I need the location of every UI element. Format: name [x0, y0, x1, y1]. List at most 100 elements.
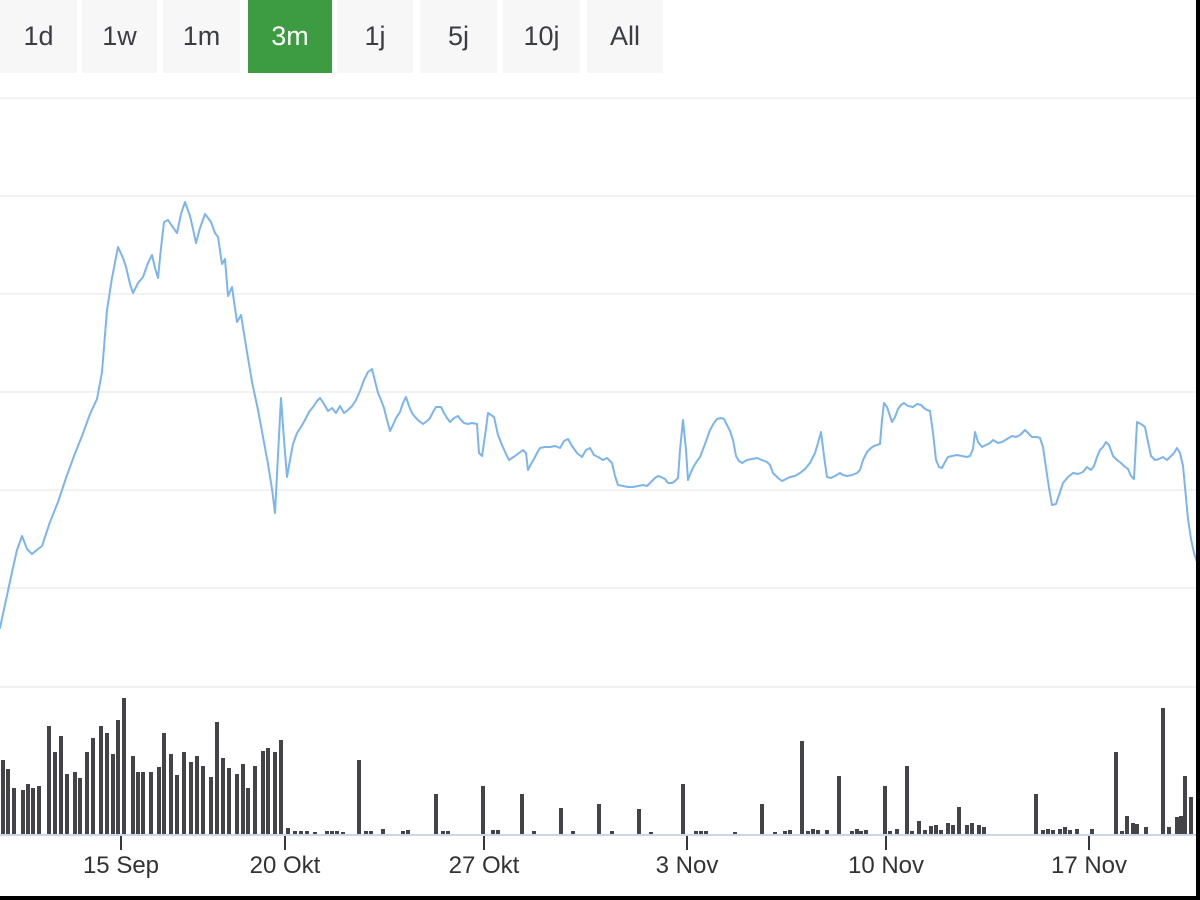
volume-bar	[175, 775, 179, 834]
volume-bar	[253, 766, 257, 834]
volume-bar	[760, 804, 764, 834]
volume-bar	[864, 830, 868, 834]
volume-bar	[1090, 829, 1094, 834]
volume-bar	[1058, 829, 1062, 834]
volume-bar	[1051, 830, 1055, 834]
volume-bar	[1125, 816, 1129, 834]
volume-bar	[970, 823, 974, 834]
volume-bar	[401, 831, 405, 834]
volume-bar	[855, 829, 859, 834]
volume-bar	[1135, 824, 1139, 834]
volume-bar	[883, 786, 887, 834]
range-button-All[interactable]: All	[587, 0, 663, 73]
volume-bar	[37, 786, 41, 834]
volume-bar	[434, 794, 438, 834]
volume-bar	[649, 832, 653, 834]
x-axis-label: 20 Okt	[250, 852, 321, 879]
volume-bar	[1063, 827, 1067, 834]
volume-bar	[111, 754, 115, 834]
volume-bar	[1167, 827, 1171, 834]
volume-bar	[704, 831, 708, 834]
volume-bars	[1, 698, 1200, 834]
volume-bar	[800, 741, 804, 834]
volume-bar	[182, 752, 186, 834]
volume-bar	[65, 774, 69, 834]
volume-bar	[26, 784, 30, 834]
volume-bar	[1183, 776, 1187, 834]
volume-bar	[261, 751, 265, 834]
volume-bar	[157, 767, 161, 834]
x-axis-label: 10 Nov	[848, 852, 924, 879]
x-axis-label: 15 Sep	[83, 852, 159, 879]
volume-bar	[305, 831, 309, 834]
x-axis-label: 17 Nov	[1051, 852, 1127, 879]
volume-bar	[1034, 794, 1038, 834]
volume-bar	[1114, 752, 1118, 834]
volume-bar	[313, 832, 317, 834]
window-right-edge	[1196, 0, 1200, 900]
volume-bar	[816, 830, 820, 834]
volume-bar	[341, 832, 345, 834]
volume-bar	[806, 831, 810, 834]
volume-bar	[406, 830, 410, 834]
volume-bar	[122, 698, 126, 834]
volume-bar	[189, 762, 193, 834]
volume-bar	[977, 825, 981, 834]
x-axis-labels: 15 Sep 20 Okt 27 Okt 3 Nov 10 Nov 17 Nov	[83, 852, 1127, 879]
volume-bar	[637, 809, 641, 834]
volume-bar	[681, 784, 685, 834]
volume-bar	[491, 830, 495, 834]
volume-bar	[788, 830, 792, 834]
volume-bar	[162, 733, 166, 834]
volume-bar	[850, 831, 854, 834]
volume-bar	[446, 831, 450, 834]
volume-bar	[116, 720, 120, 834]
volume-bar	[773, 832, 777, 834]
volume-bar	[335, 831, 339, 834]
volume-bar	[149, 772, 153, 834]
range-button-3m[interactable]: 3m	[248, 0, 332, 73]
volume-bar	[965, 825, 969, 834]
volume-bar	[1041, 830, 1045, 834]
gridlines	[0, 97, 1196, 688]
volume-bar	[1131, 823, 1135, 834]
volume-bar	[825, 830, 829, 834]
volume-bar	[929, 826, 933, 834]
window-bottom-edge	[0, 896, 1200, 900]
volume-bar	[481, 786, 485, 834]
volume-bar	[215, 722, 219, 834]
volume-bar	[610, 831, 614, 834]
volume-bar	[99, 726, 103, 834]
volume-bar	[105, 733, 109, 834]
range-button-10j[interactable]: 10j	[503, 0, 580, 73]
range-button-5j[interactable]: 5j	[420, 0, 497, 73]
price-line	[0, 201, 1198, 629]
volume-bar	[12, 788, 16, 834]
volume-bar	[47, 726, 51, 834]
volume-bar	[78, 778, 82, 834]
volume-bar	[381, 829, 385, 834]
volume-bar	[1046, 829, 1050, 834]
volume-bar	[91, 738, 95, 834]
volume-bar	[910, 831, 914, 834]
volume-bar	[441, 831, 445, 834]
volume-bar	[31, 788, 35, 834]
volume-bar	[286, 828, 290, 834]
volume-bar	[939, 830, 943, 834]
volume-bar	[597, 804, 601, 834]
volume-bar	[131, 756, 135, 834]
volume-bar	[221, 758, 225, 834]
x-axis-label: 27 Okt	[449, 852, 520, 879]
volume-bar	[6, 769, 10, 834]
volume-bar	[279, 740, 283, 834]
volume-bar	[369, 831, 373, 834]
range-button-1w[interactable]: 1w	[82, 0, 157, 73]
volume-bar	[733, 832, 737, 834]
range-button-1m[interactable]: 1m	[163, 0, 240, 73]
volume-bar	[923, 830, 927, 834]
volume-bar	[227, 768, 231, 834]
range-button-1j[interactable]: 1j	[337, 0, 413, 73]
range-button-1d[interactable]: 1d	[0, 0, 77, 73]
